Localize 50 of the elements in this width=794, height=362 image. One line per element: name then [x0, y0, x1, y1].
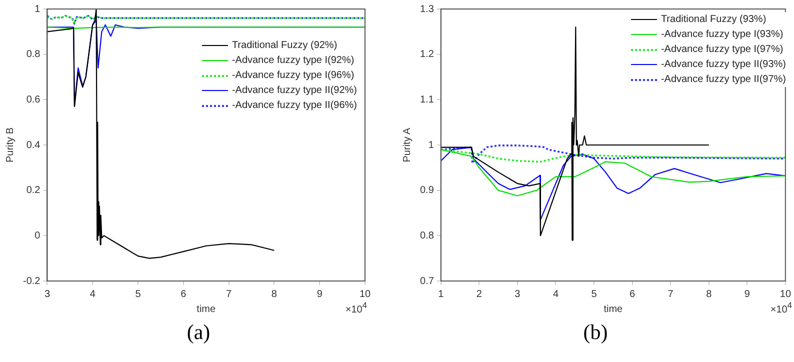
y-tick-label: 1 [34, 4, 41, 15]
legend-label: -Advance fuzzy type I(97%) [660, 43, 784, 57]
x-axis-title: time [196, 304, 216, 315]
y-tick-label: 1.3 [420, 4, 434, 15]
y-tick-label: 0.4 [26, 140, 41, 151]
y-tick-label: 0.9 [420, 185, 434, 196]
legend-label: -Advance fuzzy type I(92%) [232, 54, 354, 68]
x-tick-label: 6 [630, 288, 636, 300]
x-tick-label: 6 [180, 288, 187, 300]
legend-label: -Advance fuzzy type II(97%) [660, 73, 786, 87]
text: (a) [186, 320, 212, 345]
text: ×10$^{4}$ [770, 300, 792, 316]
legend-label: -Advance fuzzy type II(96%) [232, 99, 357, 113]
x-tick-label: 3 [514, 288, 521, 300]
y-axis-title: Purity B [4, 127, 16, 163]
x-tick-label: 10 [359, 288, 371, 300]
y-tick-label: 1.2 [420, 49, 434, 60]
text: (b) [582, 320, 609, 345]
x-tick-label: 4 [552, 288, 559, 300]
x-tick-label: 10 [780, 288, 792, 300]
y-tick-label: 0.8 [420, 230, 434, 242]
x-tick-label: 7 [668, 288, 674, 300]
legend-label: -Advance fuzzy type II(93%) [660, 58, 786, 72]
legend-label: Traditional Fuzzy (93%) [660, 13, 766, 27]
y-tick-label: 0.7 [420, 276, 434, 287]
x-axis-title: time [604, 304, 624, 315]
y-axis-title: Purity A [402, 127, 413, 162]
text: ×10$^{4}$ [345, 300, 367, 316]
legend-label: -Advance fuzzy type I(93%) [660, 28, 784, 42]
y-tick-label: 1 [428, 140, 434, 151]
x-tick-label: 4 [90, 288, 96, 300]
x-tick-label: 8 [706, 288, 712, 300]
x-tick-label: 8 [271, 288, 278, 300]
x-tick-label: 1 [438, 288, 444, 300]
legend-label: -Advance fuzzy type I(96%) [232, 69, 354, 83]
x-tick-label: 9 [316, 288, 323, 300]
x-tick-label: 7 [226, 288, 232, 300]
y-tick-label: 1.1 [420, 94, 434, 106]
legend-label: Traditional Fuzzy (92%) [232, 39, 338, 53]
y-tick-label: 0.2 [26, 185, 41, 196]
x-tick-label: 5 [591, 288, 598, 300]
y-tick-label: 0.8 [26, 49, 41, 60]
y-tick-label: 0 [34, 230, 41, 242]
x-tick-label: 9 [744, 288, 750, 300]
x-tick-label: 5 [135, 288, 142, 300]
legend-label: -Advance fuzzy type II(92%) [232, 84, 357, 98]
y-tick-label: -0.2 [22, 276, 41, 287]
y-tick-label: 0.6 [26, 94, 41, 106]
x-tick-label: 3 [44, 288, 50, 300]
x-tick-label: 2 [476, 288, 482, 300]
